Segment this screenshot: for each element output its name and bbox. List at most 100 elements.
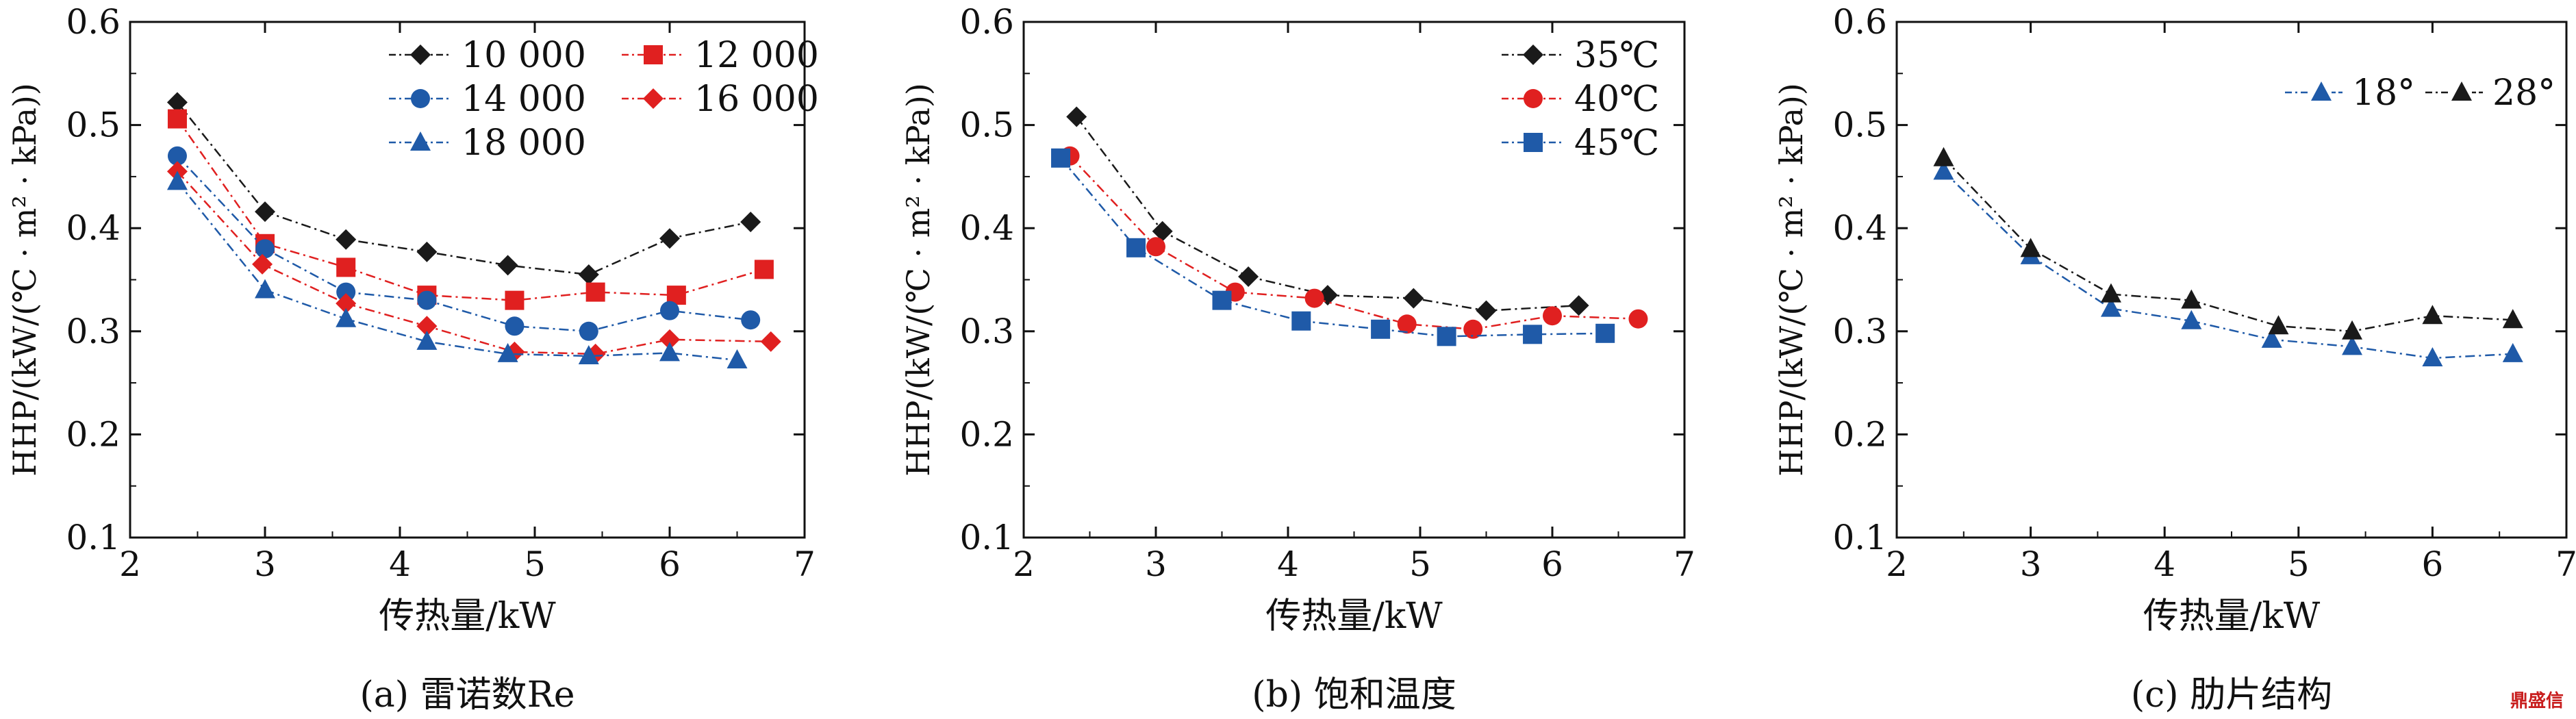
data-point: [1304, 288, 1324, 308]
chart-panel-1: 2 3 4 5 6 7 0.1 0.2 0.3 0.4 0.5 0.6 传热量/kW HHP/(kW/(℃…: [6, 2, 819, 716]
series-2: [1060, 146, 1648, 339]
legend-marker: [1524, 133, 1543, 152]
legend-label: 28°: [2492, 73, 2555, 114]
y-tick-label: 0.1: [66, 518, 121, 557]
data-point: [2020, 238, 2041, 257]
panel-subtitle: (c) 肋片结构: [2131, 674, 2332, 716]
legend-marker: [410, 131, 431, 151]
data-point: [2422, 305, 2443, 325]
y-tick-label: 0.1: [1832, 518, 1887, 557]
data-point: [1933, 147, 1954, 166]
series-2: [1933, 147, 2523, 340]
legend-label: 45℃: [1574, 123, 1659, 164]
data-point: [1397, 314, 1417, 334]
x-axis-label: 传热量/kW: [379, 596, 556, 637]
y-tick-label: 0.4: [66, 208, 121, 248]
y-tick-label: 0.5: [959, 105, 1014, 145]
data-point: [336, 229, 357, 250]
x-axis-label: 传热量/kW: [2143, 596, 2321, 637]
legend-marker: [2451, 81, 2472, 101]
legend-marker: [1523, 45, 1543, 65]
y-tick-label: 0.3: [66, 312, 121, 351]
y-tick-label: 0.2: [66, 414, 121, 454]
data-point: [659, 342, 680, 362]
data-point: [336, 307, 357, 327]
x-tick-label: 3: [254, 544, 276, 584]
data-point: [727, 349, 748, 368]
data-point: [1126, 238, 1146, 257]
x-tick-label: 7: [1674, 544, 1695, 584]
y-tick-label: 0.4: [959, 208, 1014, 248]
x-tick-label: 2: [119, 544, 141, 584]
data-point: [2342, 320, 2363, 340]
panel-subtitle: (a) 雷诺数Re: [359, 674, 574, 716]
data-point: [1371, 319, 1391, 339]
data-point: [1051, 148, 1071, 168]
series-line: [176, 101, 751, 276]
data-point: [1595, 323, 1615, 343]
data-point: [578, 264, 599, 285]
y-axis-label: HHP/(kW/(℃ · m² · kPa)): [1773, 83, 1810, 477]
data-point: [2502, 342, 2523, 362]
legend-label: 12 000: [694, 35, 819, 76]
data-point: [1463, 319, 1483, 339]
data-point: [1476, 300, 1497, 321]
data-point: [2502, 309, 2523, 329]
data-point: [2181, 310, 2202, 329]
series-1: [1933, 160, 2523, 366]
series-1: [1066, 106, 1589, 321]
x-tick-label: 4: [1277, 544, 1299, 584]
series-line: [176, 118, 765, 301]
x-tick-label: 4: [389, 544, 411, 584]
data-point: [1933, 160, 1954, 180]
data-point: [255, 201, 275, 223]
y-tick-label: 0.2: [1832, 414, 1887, 454]
data-point: [255, 239, 275, 259]
data-point: [754, 260, 774, 279]
series-3: [167, 146, 761, 341]
data-point: [578, 344, 599, 364]
data-point: [740, 212, 761, 233]
series-4: [166, 161, 781, 364]
y-tick-label: 0.6: [959, 2, 1014, 42]
data-point: [660, 301, 679, 320]
legend-label: 10 000: [462, 35, 586, 76]
series-line: [1076, 116, 1579, 312]
series-line: [1060, 157, 1606, 338]
data-point: [1403, 288, 1424, 309]
series-5: [166, 171, 748, 368]
legend-marker: [1524, 89, 1543, 108]
x-tick-label: 2: [1886, 544, 1908, 584]
data-point: [417, 290, 437, 310]
data-point: [167, 109, 187, 129]
data-point: [1152, 220, 1173, 242]
y-tick-label: 0.3: [959, 312, 1014, 351]
y-tick-label: 0.1: [959, 518, 1014, 557]
y-tick-label: 0.2: [959, 414, 1014, 454]
legend-marker: [644, 45, 663, 64]
x-tick-label: 3: [2020, 544, 2042, 584]
x-axis-label: 传热量/kW: [1265, 596, 1443, 637]
series-line: [177, 171, 771, 355]
legend-label: 14 000: [462, 79, 586, 120]
data-point: [416, 316, 438, 337]
data-point: [659, 228, 680, 249]
legend-marker: [643, 88, 664, 109]
y-tick-label: 0.6: [1832, 2, 1887, 42]
x-tick-label: 2: [1013, 544, 1035, 584]
data-point: [505, 316, 525, 336]
data-point: [336, 282, 356, 302]
x-tick-label: 7: [2555, 544, 2576, 584]
data-point: [1523, 325, 1543, 344]
x-tick-label: 6: [2421, 544, 2443, 584]
data-point: [166, 92, 188, 113]
data-point: [336, 257, 356, 277]
data-point: [416, 241, 438, 262]
series-line: [176, 181, 737, 362]
legend-label: 18°: [2352, 73, 2415, 114]
legend-label: 18 000: [462, 123, 586, 164]
x-tick-label: 4: [2154, 544, 2175, 584]
data-point: [2261, 328, 2282, 348]
legend-label: 16 000: [694, 79, 819, 120]
x-tick-label: 5: [524, 544, 546, 584]
